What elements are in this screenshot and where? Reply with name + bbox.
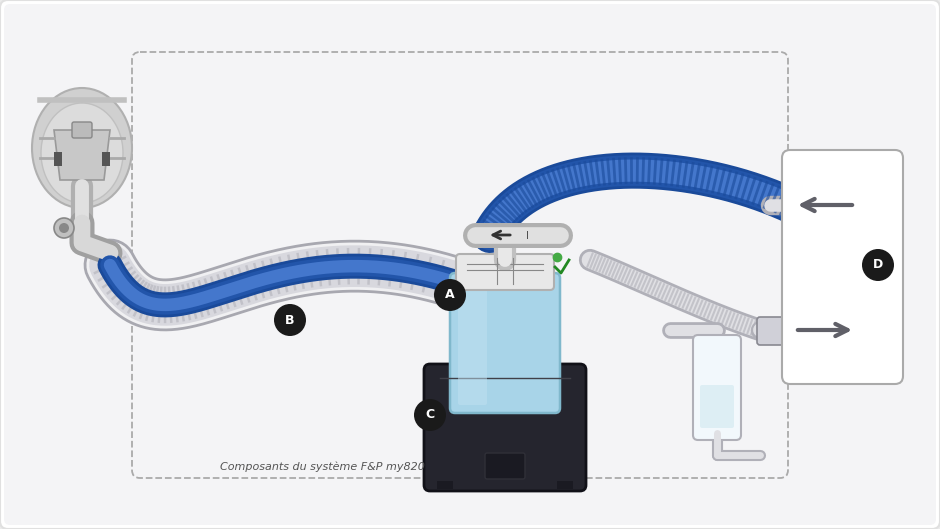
Bar xyxy=(54,152,62,166)
Text: D: D xyxy=(873,259,883,271)
Circle shape xyxy=(862,249,894,281)
Text: I: I xyxy=(525,231,528,241)
Text: Composants du système F&P my820: Composants du système F&P my820 xyxy=(220,462,425,472)
Ellipse shape xyxy=(41,103,123,203)
Bar xyxy=(557,481,573,489)
FancyBboxPatch shape xyxy=(458,281,487,405)
FancyBboxPatch shape xyxy=(424,364,586,491)
Text: C: C xyxy=(426,408,434,422)
FancyBboxPatch shape xyxy=(456,254,554,290)
FancyBboxPatch shape xyxy=(693,335,741,440)
Circle shape xyxy=(414,399,446,431)
Ellipse shape xyxy=(32,88,132,208)
Circle shape xyxy=(54,218,74,238)
FancyBboxPatch shape xyxy=(4,4,936,525)
Bar xyxy=(102,152,110,166)
Polygon shape xyxy=(54,130,110,180)
FancyBboxPatch shape xyxy=(757,317,793,345)
FancyBboxPatch shape xyxy=(72,122,92,138)
FancyBboxPatch shape xyxy=(782,150,903,384)
Circle shape xyxy=(434,279,466,311)
Text: A: A xyxy=(446,288,455,302)
FancyBboxPatch shape xyxy=(700,385,734,428)
FancyBboxPatch shape xyxy=(485,453,525,479)
FancyBboxPatch shape xyxy=(450,273,560,413)
Text: B: B xyxy=(285,314,295,326)
Circle shape xyxy=(274,304,306,336)
Bar xyxy=(437,481,453,489)
Circle shape xyxy=(59,223,69,233)
